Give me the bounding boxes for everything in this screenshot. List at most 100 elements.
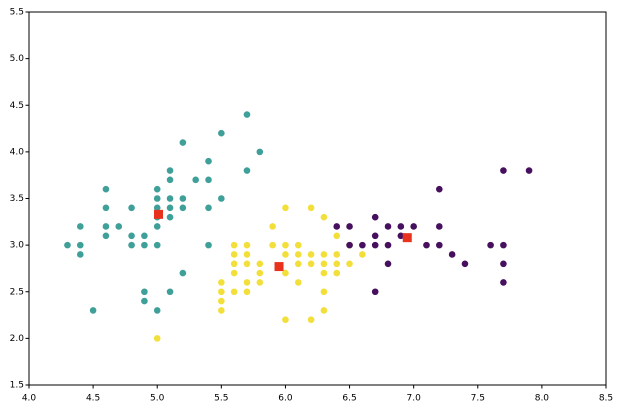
point — [205, 241, 212, 249]
point — [153, 241, 161, 249]
point — [153, 335, 161, 342]
point — [371, 241, 379, 249]
point — [166, 213, 174, 221]
point — [525, 167, 533, 174]
point — [179, 139, 187, 146]
point — [307, 260, 315, 268]
point — [500, 260, 507, 268]
point — [282, 241, 289, 249]
point — [230, 260, 238, 268]
point — [153, 204, 161, 212]
point — [153, 223, 161, 230]
point — [76, 223, 84, 230]
centroid — [274, 262, 284, 272]
point — [461, 260, 469, 268]
x-tick-label: 4.5 — [86, 394, 100, 404]
point — [346, 260, 353, 268]
point — [243, 241, 251, 249]
point — [179, 195, 187, 202]
point — [89, 307, 97, 314]
point — [307, 204, 315, 212]
point — [205, 204, 212, 212]
point — [256, 269, 264, 277]
point — [243, 111, 251, 118]
point — [230, 288, 238, 296]
point — [205, 157, 212, 165]
point — [269, 223, 276, 230]
point — [346, 223, 353, 230]
point — [64, 241, 71, 249]
point — [179, 269, 187, 277]
point — [218, 279, 225, 286]
point — [307, 316, 315, 324]
point — [256, 260, 264, 268]
y-tick-label: 5.0 — [10, 54, 25, 64]
point — [166, 167, 174, 174]
point — [230, 251, 238, 258]
point — [294, 260, 302, 268]
point — [333, 232, 341, 240]
point — [500, 241, 507, 249]
point — [256, 279, 264, 286]
x-tick-label: 8.0 — [535, 394, 550, 404]
point — [141, 288, 148, 296]
point — [320, 288, 328, 296]
point — [243, 167, 251, 174]
x-tick-label: 4.0 — [22, 394, 37, 404]
point — [128, 232, 135, 240]
point — [397, 232, 405, 240]
point — [320, 251, 328, 258]
point — [397, 223, 405, 230]
y-tick-label: 3.5 — [10, 194, 24, 204]
point — [320, 307, 328, 314]
point — [294, 251, 302, 258]
point — [346, 241, 353, 249]
point — [115, 223, 123, 230]
point — [371, 213, 379, 221]
point — [243, 260, 251, 268]
point — [320, 213, 328, 221]
y-tick-label: 3.0 — [10, 241, 25, 251]
point — [294, 279, 302, 286]
point — [153, 195, 161, 202]
point — [166, 195, 174, 202]
point — [384, 223, 392, 230]
x-tick-label: 6.0 — [278, 394, 293, 404]
point — [256, 148, 264, 156]
x-tick-label: 7.0 — [407, 394, 422, 404]
y-tick-label: 5.5 — [10, 8, 24, 18]
point — [333, 223, 341, 230]
point — [371, 288, 379, 296]
point — [307, 251, 315, 258]
point — [282, 316, 289, 324]
point — [333, 269, 341, 277]
point — [359, 241, 366, 249]
point — [384, 241, 392, 249]
point — [320, 260, 328, 268]
point — [179, 204, 187, 212]
point — [243, 251, 251, 258]
point — [371, 232, 379, 240]
point — [487, 241, 494, 249]
point — [218, 195, 225, 202]
point — [294, 241, 302, 249]
point — [102, 185, 110, 193]
point — [333, 251, 341, 258]
x-tick-label: 6.5 — [342, 394, 356, 404]
point — [282, 204, 289, 212]
y-tick-label: 2.0 — [10, 334, 25, 344]
point — [153, 185, 161, 193]
point — [384, 260, 392, 268]
point — [76, 241, 84, 249]
point — [423, 241, 430, 249]
point — [76, 251, 84, 258]
point — [102, 204, 110, 212]
centroid — [154, 209, 164, 219]
plot-area — [64, 111, 533, 342]
point — [141, 241, 148, 249]
point — [166, 204, 174, 212]
point — [243, 279, 251, 286]
point — [102, 232, 110, 240]
point — [230, 241, 238, 249]
